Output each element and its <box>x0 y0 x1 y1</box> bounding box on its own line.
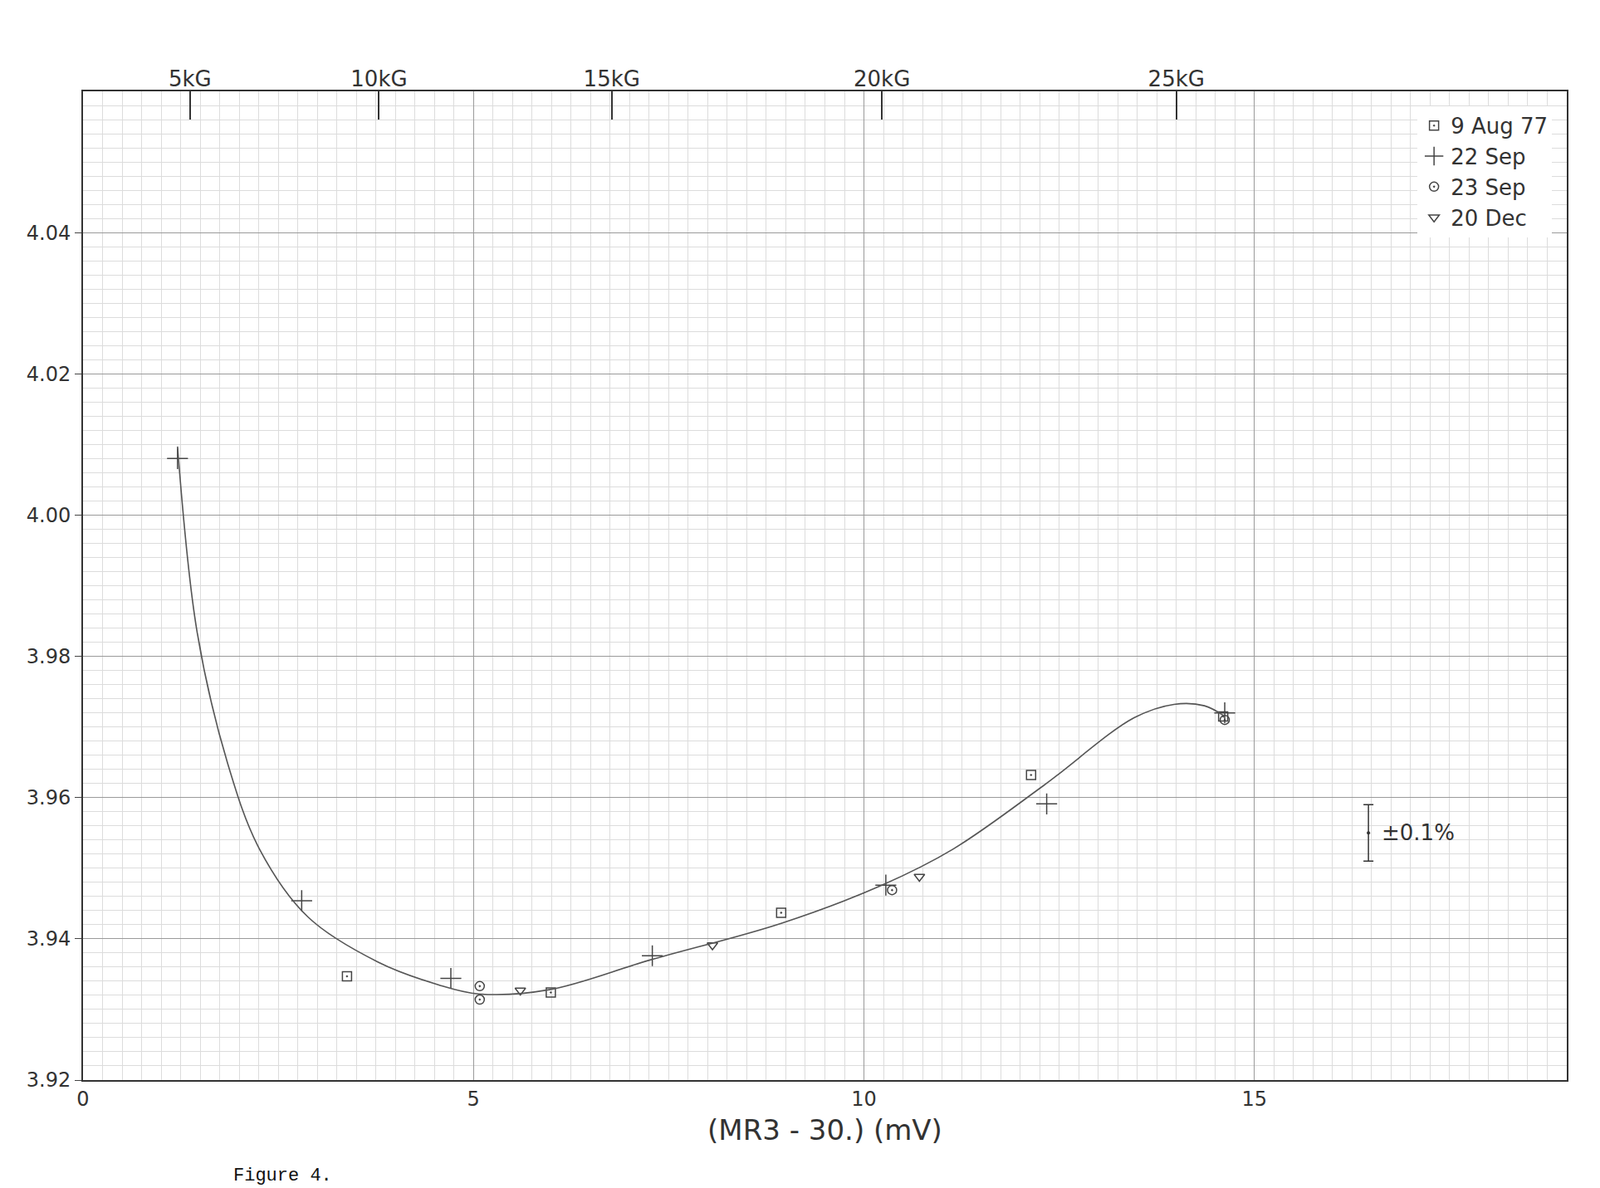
svg-text:Figure 4.: Figure 4. <box>233 1165 333 1187</box>
svg-text:23 Sep: 23 Sep <box>1450 175 1526 201</box>
svg-text:9 Aug 77: 9 Aug 77 <box>1450 113 1548 139</box>
svg-text:5: 5 <box>467 1087 480 1111</box>
svg-text:20 Dec: 20 Dec <box>1450 205 1527 231</box>
svg-text:4.04: 4.04 <box>26 221 71 245</box>
svg-text:3.98: 3.98 <box>26 645 71 669</box>
svg-text:20kG: 20kG <box>853 66 911 92</box>
svg-text:15kG: 15kG <box>583 66 641 92</box>
svg-text:10: 10 <box>851 1087 877 1111</box>
svg-text:4.02: 4.02 <box>26 362 71 387</box>
svg-text:25kG: 25kG <box>1148 66 1205 92</box>
svg-text:3.94: 3.94 <box>26 927 71 951</box>
svg-text:10kG: 10kG <box>350 66 407 92</box>
svg-text:4.00: 4.00 <box>26 503 71 528</box>
svg-text:0: 0 <box>76 1087 89 1111</box>
svg-text:(MR3 - 30.) (mV): (MR3 - 30.) (mV) <box>707 1113 943 1147</box>
svg-text:±0.1%: ±0.1% <box>1381 820 1455 846</box>
svg-text:15: 15 <box>1242 1087 1268 1111</box>
svg-text:22 Sep: 22 Sep <box>1450 144 1526 170</box>
svg-text:3.92: 3.92 <box>26 1068 71 1092</box>
svg-text:5kG: 5kG <box>168 66 212 92</box>
svg-text:3.96: 3.96 <box>26 786 71 810</box>
